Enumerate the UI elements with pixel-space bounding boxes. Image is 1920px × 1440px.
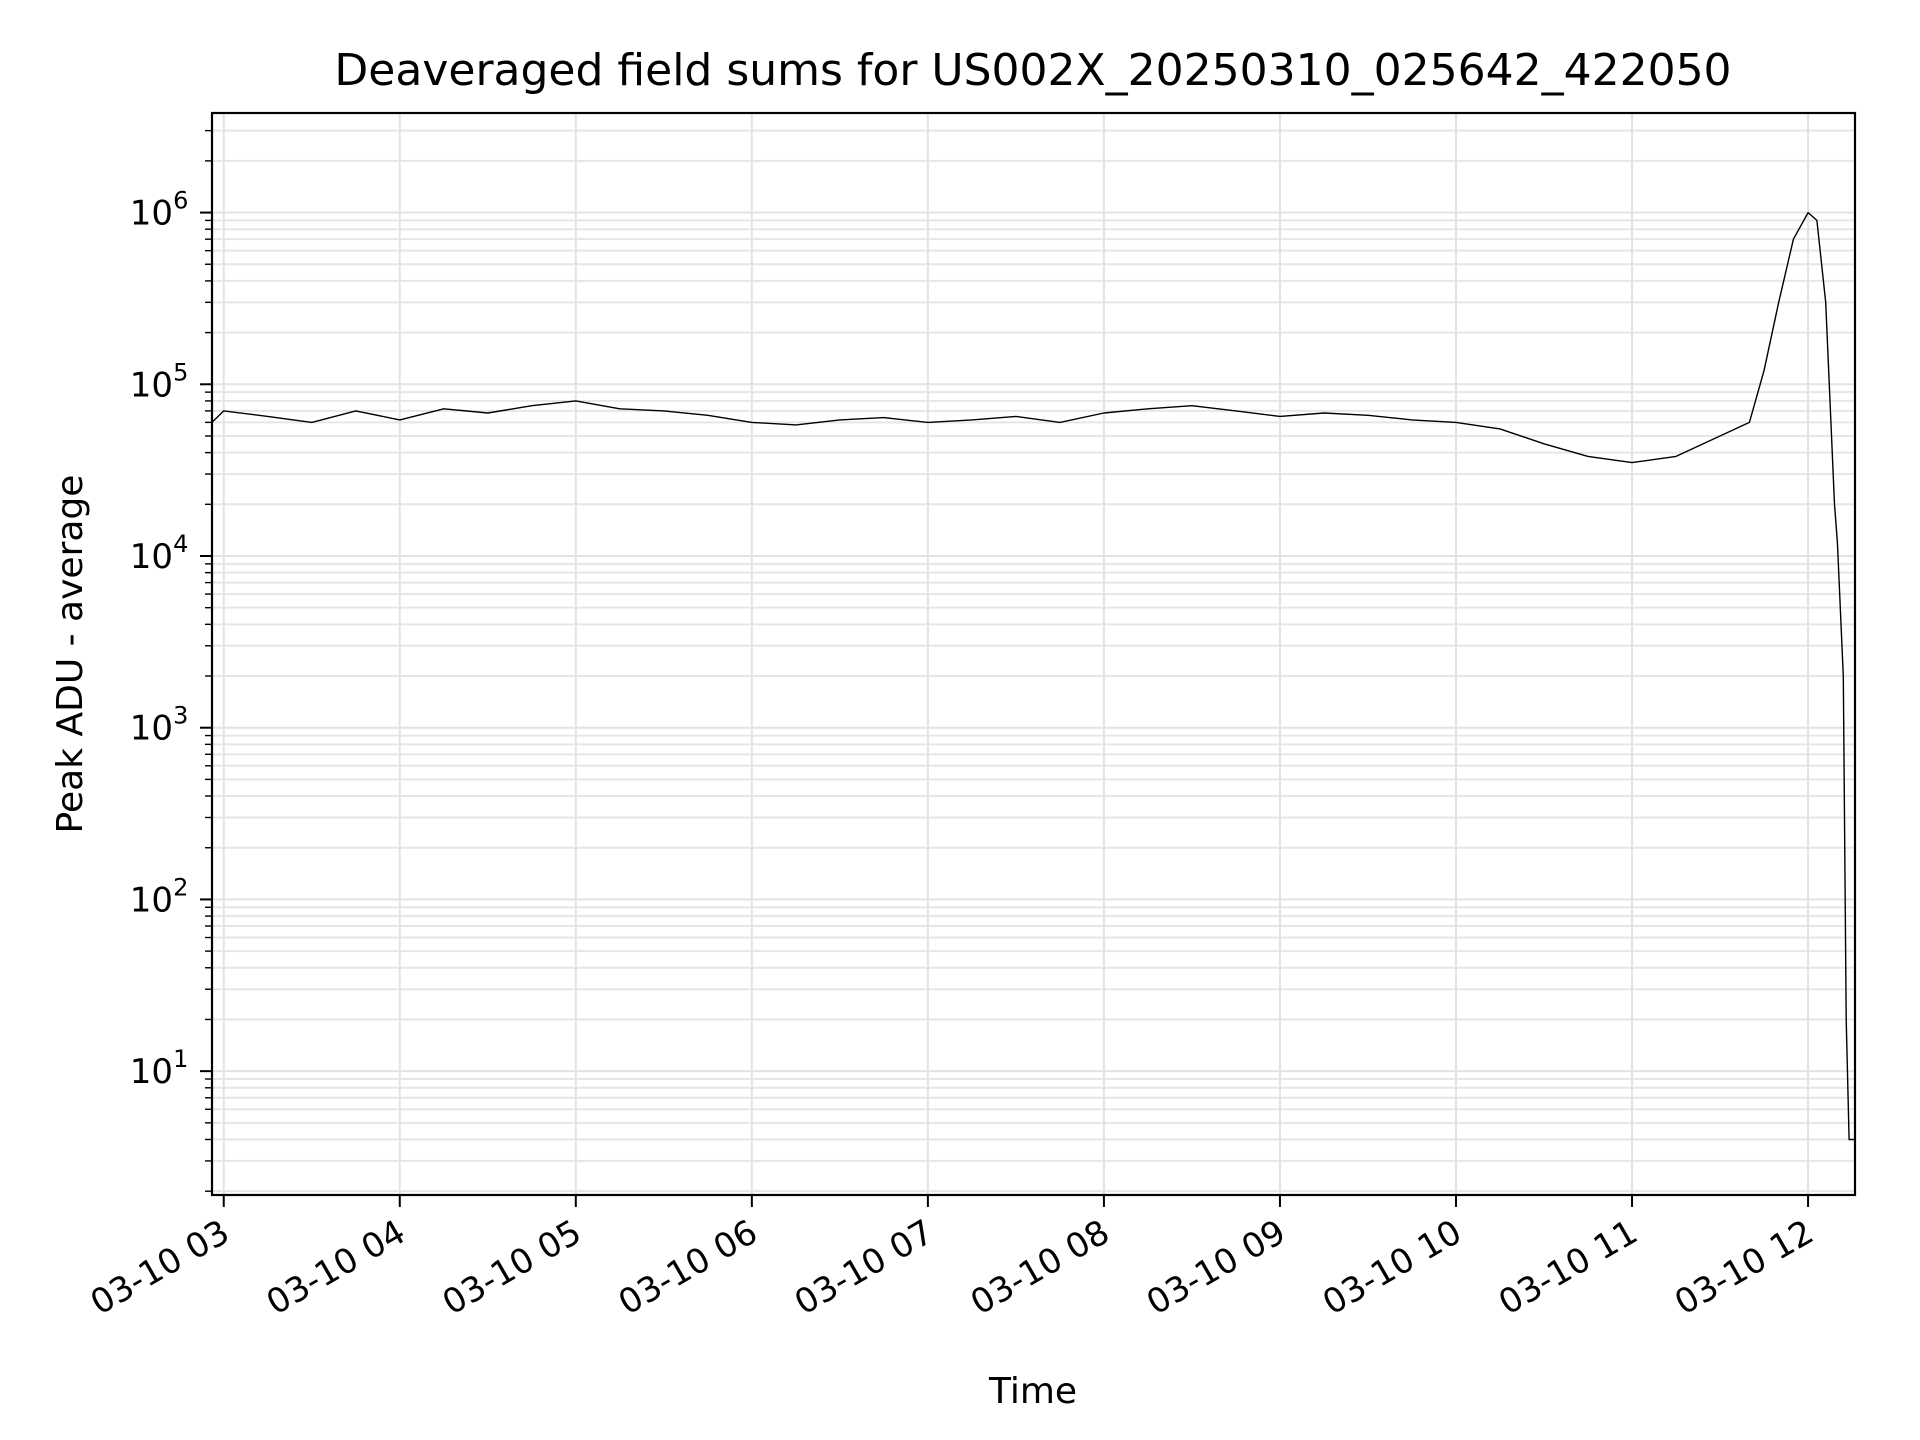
series-layer xyxy=(211,211,1855,1141)
axes-frame xyxy=(210,111,1857,1197)
y-tick-label: 101 xyxy=(130,1045,189,1092)
y-axis-label: Peak ADU - average xyxy=(50,475,91,834)
grid-layer xyxy=(212,113,1855,1195)
y-tick-label: 105 xyxy=(130,358,189,405)
y-tick-label: 102 xyxy=(130,873,189,920)
y-tick-label: 106 xyxy=(130,187,189,234)
y-tick-label: 103 xyxy=(130,702,189,749)
chart-title: Deaveraged field sums for US002X_2025031… xyxy=(334,45,1731,96)
series-line xyxy=(211,211,1855,1141)
y-tick-label: 104 xyxy=(130,530,189,577)
y-axis-ticks: 101 102 103 104 105 106 xyxy=(130,129,212,1192)
x-axis-label: Time xyxy=(988,1371,1077,1412)
